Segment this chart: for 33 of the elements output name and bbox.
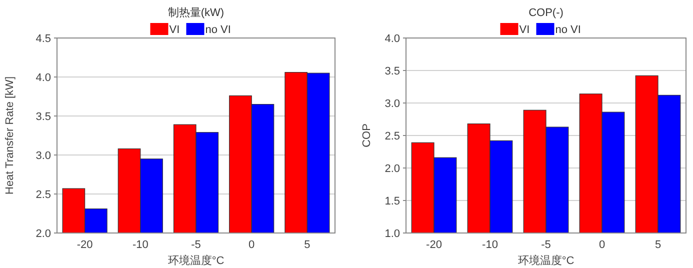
x-axis-title: 环境温度°C bbox=[518, 254, 574, 267]
x-tick-label: -5 bbox=[191, 239, 201, 251]
y-tick-label: 2.0 bbox=[384, 163, 400, 175]
y-tick-label: 3.0 bbox=[384, 98, 400, 110]
y-tick-label: 1.0 bbox=[384, 228, 400, 240]
y-tick-label: 2.0 bbox=[36, 228, 51, 240]
legend-label: no VI bbox=[555, 24, 581, 36]
y-tick-label: 1.5 bbox=[384, 196, 400, 208]
y-tick-label: 2.5 bbox=[384, 130, 400, 142]
x-tick-label: -20 bbox=[76, 239, 93, 251]
y-axis-title: Heat Transfer Rate [kW] bbox=[4, 76, 16, 194]
x-tick-label: -10 bbox=[132, 239, 148, 251]
y-tick-label: 3.5 bbox=[36, 111, 51, 123]
x-tick-label: -10 bbox=[482, 239, 498, 251]
y-tick-label: 3.5 bbox=[384, 66, 400, 78]
chart-title: 制热量(kW) bbox=[168, 6, 224, 19]
x-tick-label: 0 bbox=[248, 239, 255, 251]
legend-label: no VI bbox=[205, 24, 231, 36]
x-tick-label: 5 bbox=[304, 239, 310, 251]
legend-label: VI bbox=[519, 24, 530, 36]
x-axis-title: 环境温度°C bbox=[168, 254, 224, 267]
y-tick-label: 2.5 bbox=[36, 189, 51, 201]
x-tick-label: -5 bbox=[541, 239, 551, 251]
y-axis-title: COP bbox=[361, 124, 373, 148]
y-tick-label: 4.0 bbox=[36, 72, 51, 84]
x-tick-label: -20 bbox=[426, 239, 442, 251]
legend-label: VI bbox=[169, 24, 180, 36]
x-tick-label: 0 bbox=[598, 239, 606, 251]
x-tick-label: 5 bbox=[654, 239, 662, 251]
y-tick-label: 4.5 bbox=[36, 33, 51, 45]
chart-title: COP(-) bbox=[528, 7, 564, 19]
y-tick-label: 3.0 bbox=[36, 150, 51, 162]
y-tick-label: 4.0 bbox=[384, 33, 400, 45]
